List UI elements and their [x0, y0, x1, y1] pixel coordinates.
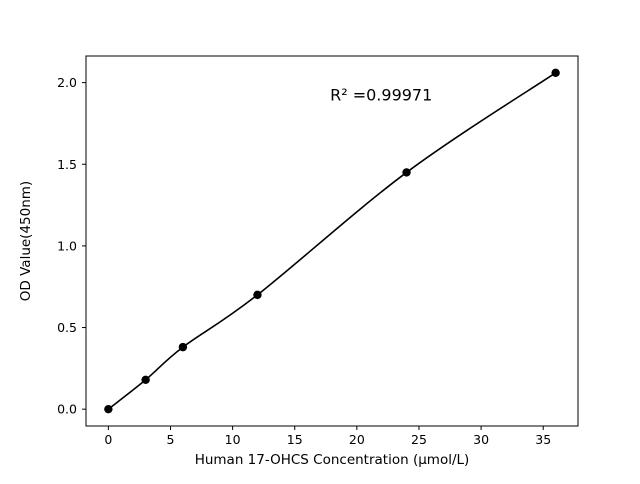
- x-tick-label: 15: [287, 432, 303, 447]
- data-point: [551, 68, 560, 78]
- x-tick-label: 20: [349, 432, 365, 447]
- y-tick-label: 0.0: [57, 402, 77, 417]
- x-tick-label: 35: [535, 432, 551, 447]
- x-tick-label: 10: [225, 432, 241, 447]
- x-tick-label: 25: [411, 432, 427, 447]
- y-tick-label: 2.0: [57, 75, 77, 90]
- fit-line: [107, 72, 557, 410]
- x-tick-label: 0: [104, 432, 112, 447]
- data-point: [402, 168, 411, 177]
- y-tick-label: 0.5: [57, 320, 77, 335]
- y-tick-label: 1.0: [57, 238, 77, 253]
- data-point: [141, 375, 150, 384]
- x-tick-label: 5: [167, 432, 175, 447]
- data-point: [104, 404, 113, 414]
- r-squared-annotation: R² =0.99971: [330, 85, 432, 104]
- data-point: [178, 342, 188, 352]
- x-axis-label: Human 17-OHCS Concentration (μmol/L): [195, 452, 470, 468]
- y-tick-label: 1.5: [57, 157, 77, 172]
- data-point: [253, 290, 262, 300]
- axes-frame: [85, 55, 579, 427]
- x-tick-label: 30: [473, 432, 489, 447]
- y-axis-label: OD Value(450nm): [18, 181, 34, 301]
